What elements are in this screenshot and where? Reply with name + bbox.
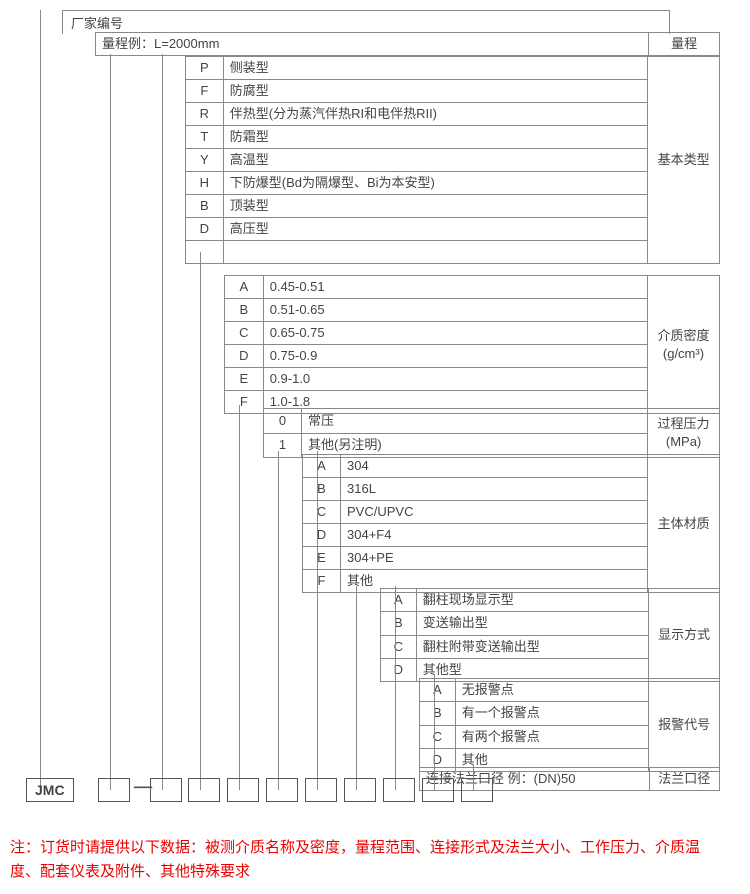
code-cell: C: [420, 725, 456, 748]
code-cell: Y: [186, 149, 224, 172]
selection-diagram: 厂家编号 量程例：L=2000mm 量程 P侧装型基本类型F防腐型R伴热型(分为…: [10, 10, 720, 830]
desc-cell: 0.75-0.9: [263, 345, 647, 368]
desc-cell: 0.9-1.0: [263, 368, 647, 391]
connector-line: [200, 252, 201, 790]
connector-line: [317, 451, 318, 790]
desc-cell: 顶装型: [223, 195, 648, 218]
code-cell: 1: [264, 433, 302, 458]
mfg-label: 厂家编号: [62, 10, 670, 34]
section-label: 基本类型: [648, 57, 720, 264]
desc-cell: 0.65-0.75: [263, 322, 647, 345]
code-cell: C: [381, 635, 417, 658]
selection-box: [227, 778, 259, 802]
section-label: 介质密度(g/cm³): [647, 276, 719, 414]
table-alarm: A无报警点报警代号B有一个报警点C有两个报警点D其他: [419, 678, 720, 772]
desc-cell: 0.51-0.65: [263, 299, 647, 322]
selection-box: [344, 778, 376, 802]
desc-cell: 伴热型(分为蒸汽伴热RI和电伴热RII): [223, 103, 648, 126]
section-label: 过程压力(MPa): [648, 409, 720, 458]
flange-label: 法兰口径: [649, 768, 719, 791]
selection-box: [266, 778, 298, 802]
desc-cell: 高温型: [223, 149, 648, 172]
section-label: 显示方式: [649, 589, 720, 682]
desc-cell: 防腐型: [223, 80, 648, 103]
desc-cell: 下防爆型(Bd为隔爆型、Bi为本安型): [223, 172, 648, 195]
jmc-box: JMC: [26, 778, 74, 802]
connector-line: [40, 10, 41, 790]
code-cell: T: [186, 126, 224, 149]
selection-box: [461, 778, 493, 802]
code-cell: F: [186, 80, 224, 103]
code-cell: D: [225, 345, 264, 368]
desc-cell: 翻柱附带变送输出型: [416, 635, 649, 658]
section-label: 报警代号: [649, 679, 720, 772]
desc-cell: 有一个报警点: [455, 702, 649, 725]
desc-cell: 常压: [301, 409, 647, 434]
code-cell: B: [186, 195, 224, 218]
desc-cell: 无报警点: [455, 679, 649, 702]
desc-cell: 304+PE: [341, 547, 648, 570]
connector-line: [434, 675, 435, 790]
selection-box: [383, 778, 415, 802]
code-cell: D: [381, 658, 417, 681]
section-label: 主体材质: [648, 455, 720, 593]
code-cell: A: [303, 455, 341, 478]
code-cell: P: [186, 57, 224, 80]
desc-cell: 翻柱现场显示型: [416, 589, 649, 612]
code-cell: 0: [264, 409, 302, 434]
connector-line: [110, 54, 111, 790]
code-cell: D: [186, 218, 224, 241]
code-cell: D: [303, 524, 341, 547]
code-cell: H: [186, 172, 224, 195]
code-cell: F: [225, 391, 264, 414]
connector-line: [239, 405, 240, 790]
desc-cell: 变送输出型: [416, 612, 649, 635]
desc-cell: 304: [341, 455, 648, 478]
selection-box: [98, 778, 130, 802]
range-label-cell: 量程: [649, 33, 720, 56]
code-cell: F: [303, 570, 341, 593]
order-note: 注：订货时请提供以下数据：被测介质名称及密度，量程范围、连接形式及法兰大小、工作…: [10, 836, 710, 884]
table-material: A304主体材质B316LCPVC/UPVCD304+F4E304+PEF其他: [302, 454, 720, 593]
connector-line: [162, 54, 163, 790]
selection-box: [422, 778, 454, 802]
code-cell: B: [225, 299, 264, 322]
code-cell: C: [225, 322, 264, 345]
code-cell: A: [225, 276, 264, 299]
dash-separator: 一: [132, 778, 154, 800]
desc-cell: 有两个报警点: [455, 725, 649, 748]
selection-box: [188, 778, 220, 802]
desc-cell: 侧装型: [223, 57, 648, 80]
desc-cell: 防霜型: [223, 126, 648, 149]
range-example-cell: 量程例：L=2000mm: [96, 33, 649, 56]
connector-line: [356, 586, 357, 790]
desc-cell: 0.45-0.51: [263, 276, 647, 299]
selection-box: [305, 778, 337, 802]
desc-cell: 304+F4: [341, 524, 648, 547]
code-cell: R: [186, 103, 224, 126]
code-cell: A: [420, 679, 456, 702]
code-cell: [186, 241, 224, 264]
code-cell: C: [303, 501, 341, 524]
desc-cell: [223, 241, 648, 264]
desc-cell: 高压型: [223, 218, 648, 241]
code-cell: B: [420, 702, 456, 725]
desc-cell: 316L: [341, 478, 648, 501]
range-row: 量程例：L=2000mm 量程: [95, 32, 720, 56]
selection-box: [150, 778, 182, 802]
table-density: A0.45-0.51介质密度(g/cm³) B0.51-0.65C0.65-0.7…: [224, 275, 720, 414]
connector-line: [278, 451, 279, 790]
connector-line: [395, 586, 396, 790]
code-cell: E: [225, 368, 264, 391]
code-cell: E: [303, 547, 341, 570]
code-cell: B: [381, 612, 417, 635]
code-cell: B: [303, 478, 341, 501]
desc-cell: PVC/UPVC: [341, 501, 648, 524]
table-basic-type: P侧装型基本类型 F防腐型R伴热型(分为蒸汽伴热RI和电伴热RII)T防霜型Y高温…: [185, 56, 720, 264]
table-pressure: 0常压过程压力(MPa)1其他(另注明): [263, 408, 720, 458]
code-cell: A: [381, 589, 417, 612]
table-display: A翻柱现场显示型显示方式B变送输出型C翻柱附带变送输出型D其他型: [380, 588, 720, 682]
